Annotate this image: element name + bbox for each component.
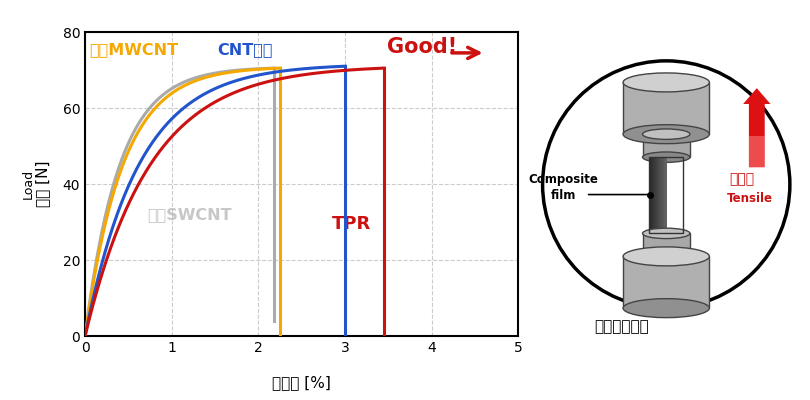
- Ellipse shape: [623, 247, 710, 266]
- Ellipse shape: [642, 152, 690, 162]
- Bar: [655, 157, 657, 233]
- Text: Tensile: Tensile: [727, 192, 773, 205]
- Bar: [650, 157, 651, 233]
- Text: 荷重 [N]: 荷重 [N]: [36, 161, 50, 207]
- Bar: [649, 157, 650, 233]
- Bar: [642, 233, 690, 256]
- Ellipse shape: [642, 251, 690, 262]
- Ellipse shape: [623, 299, 710, 318]
- Text: 試験イメージ: 試験イメージ: [595, 319, 649, 334]
- Bar: [649, 157, 684, 233]
- Ellipse shape: [623, 125, 710, 144]
- Bar: [663, 157, 665, 233]
- Ellipse shape: [642, 129, 690, 139]
- Bar: [654, 157, 656, 233]
- Text: 引張り: 引張り: [730, 172, 755, 186]
- Ellipse shape: [642, 228, 690, 239]
- Bar: [650, 157, 652, 233]
- Bar: [661, 157, 663, 233]
- Bar: [659, 157, 660, 233]
- Bar: [657, 157, 659, 233]
- Ellipse shape: [623, 73, 710, 92]
- Circle shape: [543, 61, 790, 308]
- Text: 他社MWCNT: 他社MWCNT: [89, 42, 178, 57]
- Bar: [663, 157, 664, 233]
- Text: Load: Load: [22, 169, 35, 199]
- Text: Composite: Composite: [528, 173, 598, 186]
- Text: CNT無し: CNT無し: [217, 42, 272, 57]
- Bar: [660, 157, 662, 233]
- Bar: [642, 134, 690, 157]
- Bar: [652, 157, 654, 233]
- Bar: [749, 136, 765, 167]
- Bar: [623, 256, 710, 308]
- Bar: [662, 157, 663, 233]
- Bar: [658, 157, 659, 233]
- Text: 伸び率 [%]: 伸び率 [%]: [272, 376, 331, 390]
- Text: film: film: [551, 189, 577, 202]
- Bar: [665, 157, 667, 233]
- FancyArrow shape: [743, 88, 770, 167]
- Text: Good!: Good!: [386, 37, 457, 57]
- Bar: [664, 157, 666, 233]
- Bar: [654, 157, 655, 233]
- Text: 他社SWCNT: 他社SWCNT: [147, 207, 232, 222]
- Text: TPR: TPR: [332, 215, 371, 233]
- Bar: [651, 157, 654, 233]
- Bar: [659, 157, 661, 233]
- Bar: [656, 157, 658, 233]
- Bar: [623, 82, 710, 134]
